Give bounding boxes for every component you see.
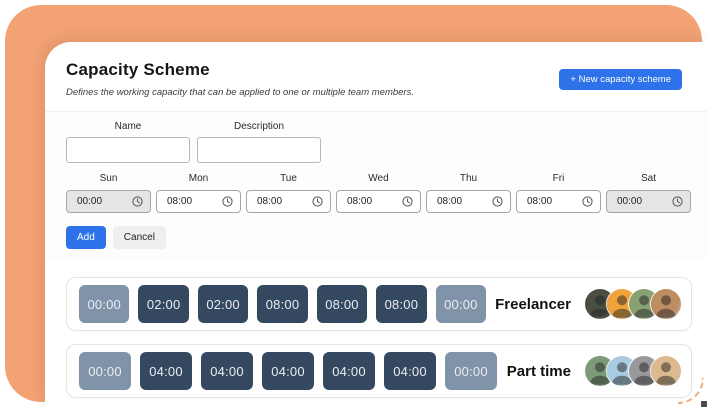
new-capacity-scheme-button[interactable]: + New capacity scheme — [559, 69, 682, 90]
person-avatar-photo — [634, 362, 654, 385]
capacity-scheme-card: Capacity Scheme Defines the working capa… — [45, 42, 707, 407]
corner-artifact — [701, 401, 707, 407]
day-label-wed: Wed — [368, 173, 389, 184]
name-label: Name — [114, 121, 142, 132]
clock-icon — [312, 196, 323, 207]
member-avatar — [651, 356, 681, 386]
add-button[interactable]: Add — [66, 226, 106, 249]
scheme-time-chip[interactable]: 04:00 — [262, 352, 314, 390]
day-label-sat: Sat — [640, 173, 656, 184]
day-labels-row: Sun Mon Tue Wed Thu Fri Sat — [66, 173, 692, 184]
day-label-sun: Sun — [99, 173, 118, 184]
scheme-time-chip[interactable]: 00:00 — [435, 285, 487, 323]
time-value: 08:00 — [527, 196, 553, 207]
scheme-time-chip[interactable]: 08:00 — [257, 285, 308, 323]
person-avatar-photo — [590, 295, 610, 318]
time-value: 00:00 — [617, 196, 643, 207]
day-label-tue: Tue — [280, 173, 297, 184]
scheme-time-chip[interactable]: 04:00 — [201, 352, 253, 390]
scheme-time-chip[interactable]: 04:00 — [384, 352, 436, 390]
scheme-time-chip[interactable]: 00:00 — [79, 285, 130, 323]
scheme-name: Freelancer — [495, 295, 571, 313]
person-avatar-photo — [612, 362, 632, 385]
time-value: 08:00 — [257, 196, 283, 207]
scheme-time-chip[interactable]: 00:00 — [445, 352, 497, 390]
scheme-row-part-time[interactable]: 00:00 04:00 04:00 04:00 04:00 04:00 00:00 Part … — [66, 344, 692, 398]
time-value: 08:00 — [437, 196, 463, 207]
day-label-thu: Thu — [459, 173, 478, 184]
name-input[interactable] — [66, 137, 190, 163]
member-avatar — [651, 289, 681, 319]
scheme-time-chip[interactable]: 08:00 — [316, 285, 368, 323]
page-subtitle: Defines the working capacity that can be… — [66, 87, 414, 98]
fields-row: Name Description — [66, 121, 692, 163]
day-label-fri: Fri — [552, 173, 565, 184]
clock-icon — [222, 196, 233, 207]
time-input-tue[interactable]: 08:00 — [246, 190, 331, 213]
time-value: 08:00 — [167, 196, 193, 207]
page-title: Capacity Scheme — [66, 60, 210, 79]
time-value: 08:00 — [347, 196, 373, 207]
time-input-wed[interactable]: 08:00 — [336, 190, 421, 213]
description-field: Description — [197, 121, 321, 163]
day-label-mon: Mon — [188, 173, 209, 184]
time-input-sat[interactable]: 00:00 — [606, 190, 691, 213]
time-input-mon[interactable]: 08:00 — [156, 190, 241, 213]
scheme-time-chip[interactable]: 08:00 — [376, 285, 427, 323]
scheme-name: Part time — [506, 362, 571, 380]
person-avatar-photo — [612, 295, 632, 318]
cancel-button[interactable]: Cancel — [112, 226, 166, 249]
scheme-list: 00:00 02:00 02:00 08:00 08:00 08:00 00:00 Freel… — [45, 261, 707, 398]
person-avatar-photo — [634, 295, 654, 318]
day-times-row: 00:00 08:00 08:00 08:00 08:00 08:00 00:00 — [66, 190, 692, 213]
time-input-thu[interactable]: 08:00 — [426, 190, 511, 213]
time-input-fri[interactable]: 08:00 — [516, 190, 601, 213]
scheme-time-chip[interactable]: 02:00 — [197, 285, 249, 323]
form-actions: Add Cancel — [66, 226, 692, 249]
description-input[interactable] — [197, 137, 321, 163]
person-avatar-photo — [590, 362, 610, 385]
description-label: Description — [233, 121, 285, 132]
clock-icon — [402, 196, 413, 207]
time-input-sun[interactable]: 00:00 — [66, 190, 151, 213]
member-avatars — [585, 289, 681, 319]
scheme-time-chip[interactable]: 02:00 — [138, 285, 189, 323]
clock-icon — [492, 196, 503, 207]
clock-icon — [582, 196, 593, 207]
name-field: Name — [66, 121, 190, 163]
scheme-time-chip[interactable]: 00:00 — [79, 352, 131, 390]
time-value: 00:00 — [77, 196, 103, 207]
clock-icon — [672, 196, 683, 207]
member-avatars — [585, 356, 681, 386]
person-avatar-photo — [656, 295, 676, 318]
person-avatar-photo — [656, 362, 676, 385]
card-header: Capacity Scheme Defines the working capa… — [45, 42, 707, 98]
scheme-time-chip[interactable]: 04:00 — [140, 352, 192, 390]
clock-icon — [132, 196, 143, 207]
scheme-time-chip[interactable]: 04:00 — [323, 352, 375, 390]
capacity-form: Name Description Sun Mon Tue Wed Thu Fri Sat 0… — [45, 111, 707, 261]
scheme-row-freelancer[interactable]: 00:00 02:00 02:00 08:00 08:00 08:00 00:00 Freel… — [66, 277, 692, 331]
